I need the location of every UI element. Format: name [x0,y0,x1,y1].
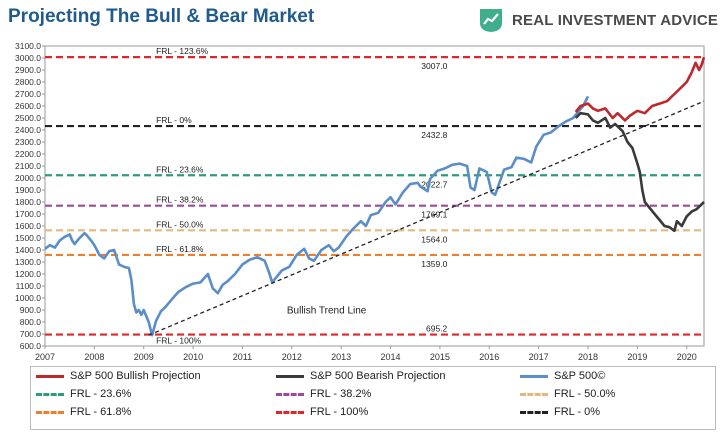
x-tick-label: 2007 [35,352,55,362]
y-tick-label: 600.0 [20,341,42,351]
legend-item: FRL - 50.0% [520,388,615,400]
frl-level-label: FRL - 123.6% [156,46,209,56]
frl-level-value: 3007.0 [421,61,447,71]
legend-label: S&P 500 Bullish Projection [70,370,201,382]
x-tick-label: 2012 [282,352,302,362]
chart-canvas: 3100.0 3000.0 2900.0 2800.0 2700.0 2600.0 2500… [15,41,706,362]
x-tick-label: 2014 [381,352,401,362]
x-tick-label: 2010 [183,352,203,362]
legend-label: S&P 500 Bearish Projection [310,370,446,382]
y-tick-label: 2500.0 [15,113,41,123]
y-tick-label: 2900.0 [15,65,41,75]
brand-header: REAL INVESTMENT ADVICE [478,6,718,34]
frl-level-label: FRL - 38.2% [156,195,204,205]
series-line [574,56,706,122]
legend-item: FRL - 61.8% [36,406,131,418]
frl-level-value: 1564.0 [421,234,447,244]
frl-level-label: FRL - 0% [156,115,192,125]
y-tick-label: 3100.0 [15,41,41,51]
y-tick-label: 1200.0 [15,269,41,279]
legend-item: S&P 500 Bullish Projection [36,370,201,382]
series-line [148,100,705,336]
series-line [574,111,705,233]
y-tick-label: 1700.0 [15,209,41,219]
legend-label: FRL - 61.8% [70,406,132,418]
x-tick-label: 2011 [233,352,252,362]
y-tick-label: 2800.0 [15,77,41,87]
y-tick-label: 1100.0 [16,281,42,291]
chart-title: Projecting The Bull & Bear Market [8,6,315,27]
x-tick-label: 2018 [578,352,598,362]
y-tick-label: 1500.0 [15,233,41,243]
y-tick-label: 900.0 [20,305,42,315]
legend-label: FRL - 0% [554,406,601,418]
legend-swatch [36,410,64,414]
y-tick-label: 1000.0 [15,293,41,303]
legend-item: S&P 500 Bearish Projection [276,370,446,382]
legend-item: FRL - 0% [520,406,600,418]
legend: S&P 500 Bullish Projection S&P 500 Bearis… [36,370,716,426]
x-tick-label: 2020 [677,352,697,362]
legend-label: FRL - 23.6% [70,388,132,400]
legend-swatch [36,374,64,378]
y-tick-label: 1300.0 [15,257,41,267]
y-tick-label: 2400.0 [15,125,41,135]
y-tick-label: 2300.0 [15,137,41,147]
x-tick-label: 2009 [134,352,154,362]
brand-name: REAL INVESTMENT ADVICE [512,11,719,29]
y-tick-label: 1900.0 [15,185,41,195]
y-tick-label: 2000.0 [15,173,41,183]
trend-line-annotation: Bullish Trend Line [287,306,367,317]
y-tick-label: 1400.0 [15,245,41,255]
legend-swatch [520,392,548,396]
legend-swatch [276,374,304,378]
frl-level-label: FRL - 61.8% [156,244,204,254]
y-tick-label: 2200.0 [15,149,41,159]
legend-swatch [276,410,304,414]
bull-chart-logo-icon [480,9,502,32]
y-tick-label: 1800.0 [15,197,41,207]
frl-level-label: FRL - 50.0% [156,219,204,229]
legend-item: FRL - 100% [276,406,368,418]
legend-swatch [36,392,64,396]
legend-swatch [520,374,548,378]
y-tick-label: 800.0 [20,317,42,327]
legend-label: FRL - 50.0% [554,388,616,400]
frl-level-value: 1359.0 [421,259,447,269]
y-tick-label: 3000.0 [15,53,41,63]
plot-area [44,45,705,347]
frl-level-value: 2022.7 [421,179,447,189]
x-tick-label: 2019 [627,352,647,362]
x-tick-label: 2016 [479,352,499,362]
legend-item: FRL - 23.6% [36,388,131,400]
y-tick-label: 2100.0 [15,161,41,171]
legend-label: FRL - 100% [310,406,369,418]
legend-swatch [276,392,304,396]
x-tick-label: 2015 [430,352,450,362]
legend-frame [30,366,716,430]
legend-item: FRL - 38.2% [276,388,371,400]
legend-label: FRL - 38.2% [310,388,372,400]
legend-swatch [520,410,548,414]
series-line [44,95,590,337]
y-tick-label: 2700.0 [15,89,41,99]
x-tick-label: 2013 [331,352,351,362]
y-tick-label: 2600.0 [15,101,41,111]
y-tick-label: 700.0 [20,329,42,339]
x-tick-label: 2008 [84,352,104,362]
x-tick-label: 2017 [529,352,549,362]
legend-item: S&P 500© [520,370,605,382]
frl-level-value: 695.2 [426,324,448,334]
y-tick-label: 1600.0 [15,221,41,231]
frl-level-label: FRL - 23.6% [156,164,204,174]
frl-level-value: 2432.8 [421,130,447,140]
frl-level-label: FRL - 100% [156,336,201,346]
legend-label: S&P 500© [554,370,606,382]
